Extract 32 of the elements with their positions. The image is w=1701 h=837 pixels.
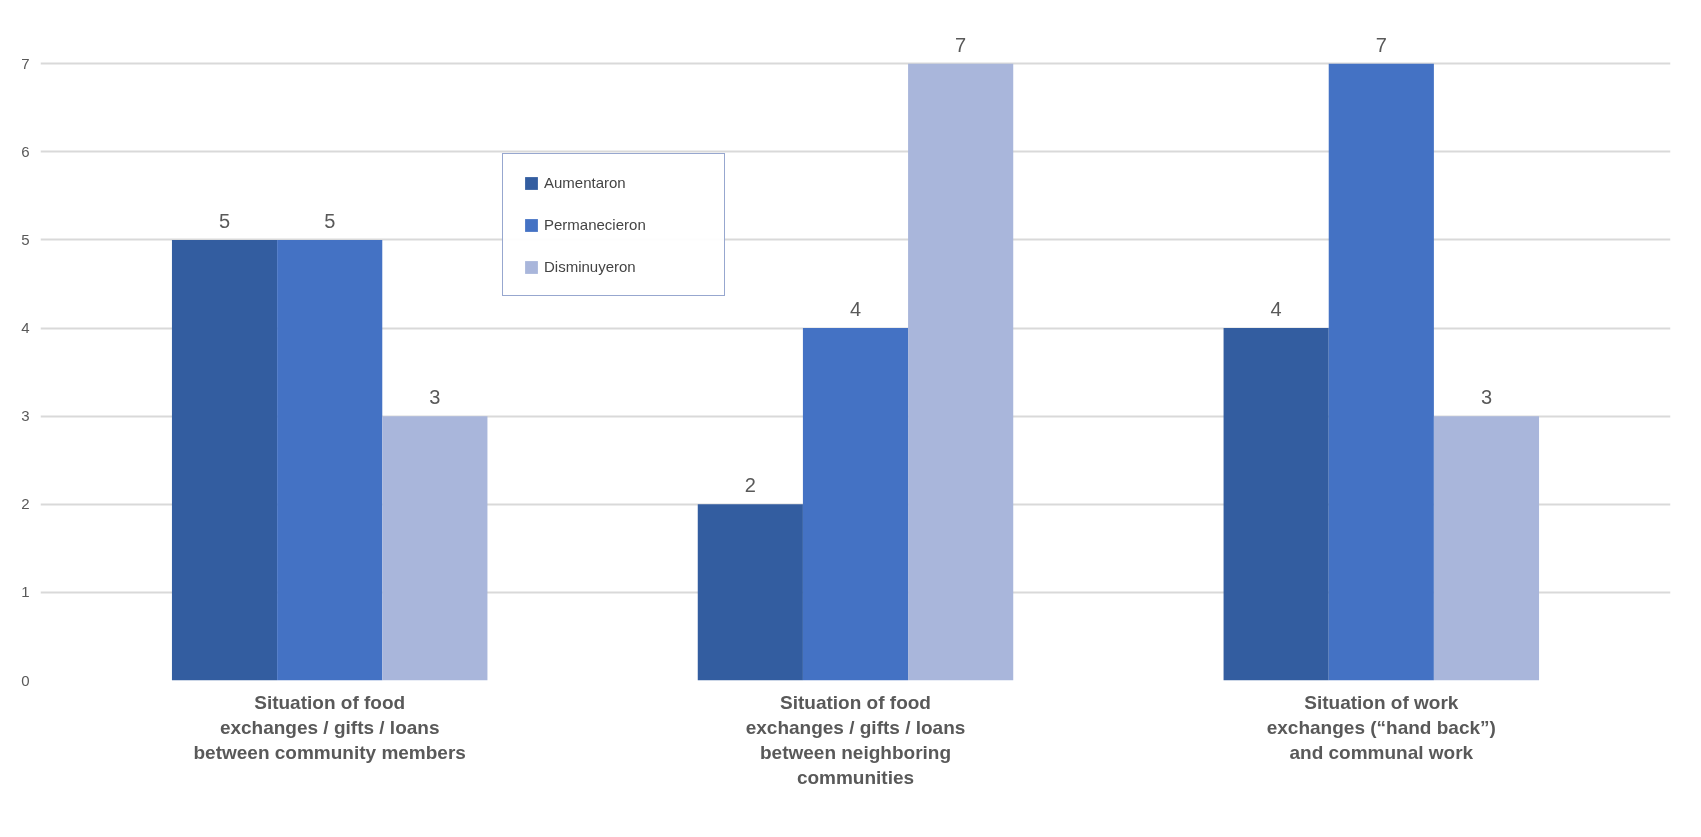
y-tick-label: 0	[21, 671, 30, 689]
data-label: 7	[1375, 33, 1387, 56]
data-label: 3	[1480, 386, 1493, 409]
bar	[1223, 328, 1329, 681]
data-label: 5	[324, 209, 336, 232]
bar	[1433, 416, 1540, 681]
data-label: 4	[849, 298, 862, 321]
bar	[277, 239, 383, 681]
bar	[1328, 63, 1434, 681]
bar	[908, 63, 1014, 681]
y-tick-label: 4	[21, 319, 30, 337]
y-tick-label: 7	[21, 54, 30, 72]
x-tick-label: Situation of food exchanges / gifts / loans between neighboring communities	[745, 691, 966, 789]
y-tick-label: 2	[21, 495, 30, 513]
data-label: 7	[955, 33, 967, 56]
x-tick-label: Situation of food exchanges / gifts / loans between community members	[193, 691, 466, 763]
legend-label: Aumentaron	[544, 174, 627, 191]
bar	[697, 504, 803, 681]
bar	[171, 239, 278, 681]
legend-label: Disminuyeron	[544, 258, 637, 275]
legend-label: Permanecieron	[544, 216, 647, 233]
y-tick-label: 3	[21, 407, 30, 425]
y-tick-label: 6	[21, 142, 30, 160]
bar	[382, 416, 488, 681]
data-label: 3	[429, 386, 441, 409]
y-tick-label: 1	[21, 583, 30, 601]
y-tick-label: 5	[21, 230, 30, 248]
data-label: 5	[218, 209, 231, 232]
x-tick-label: Situation of work exchanges (“hand back”) and communal work	[1266, 691, 1496, 763]
data-label: 4	[1270, 298, 1282, 321]
bar	[802, 328, 909, 681]
data-label: 2	[744, 474, 756, 497]
